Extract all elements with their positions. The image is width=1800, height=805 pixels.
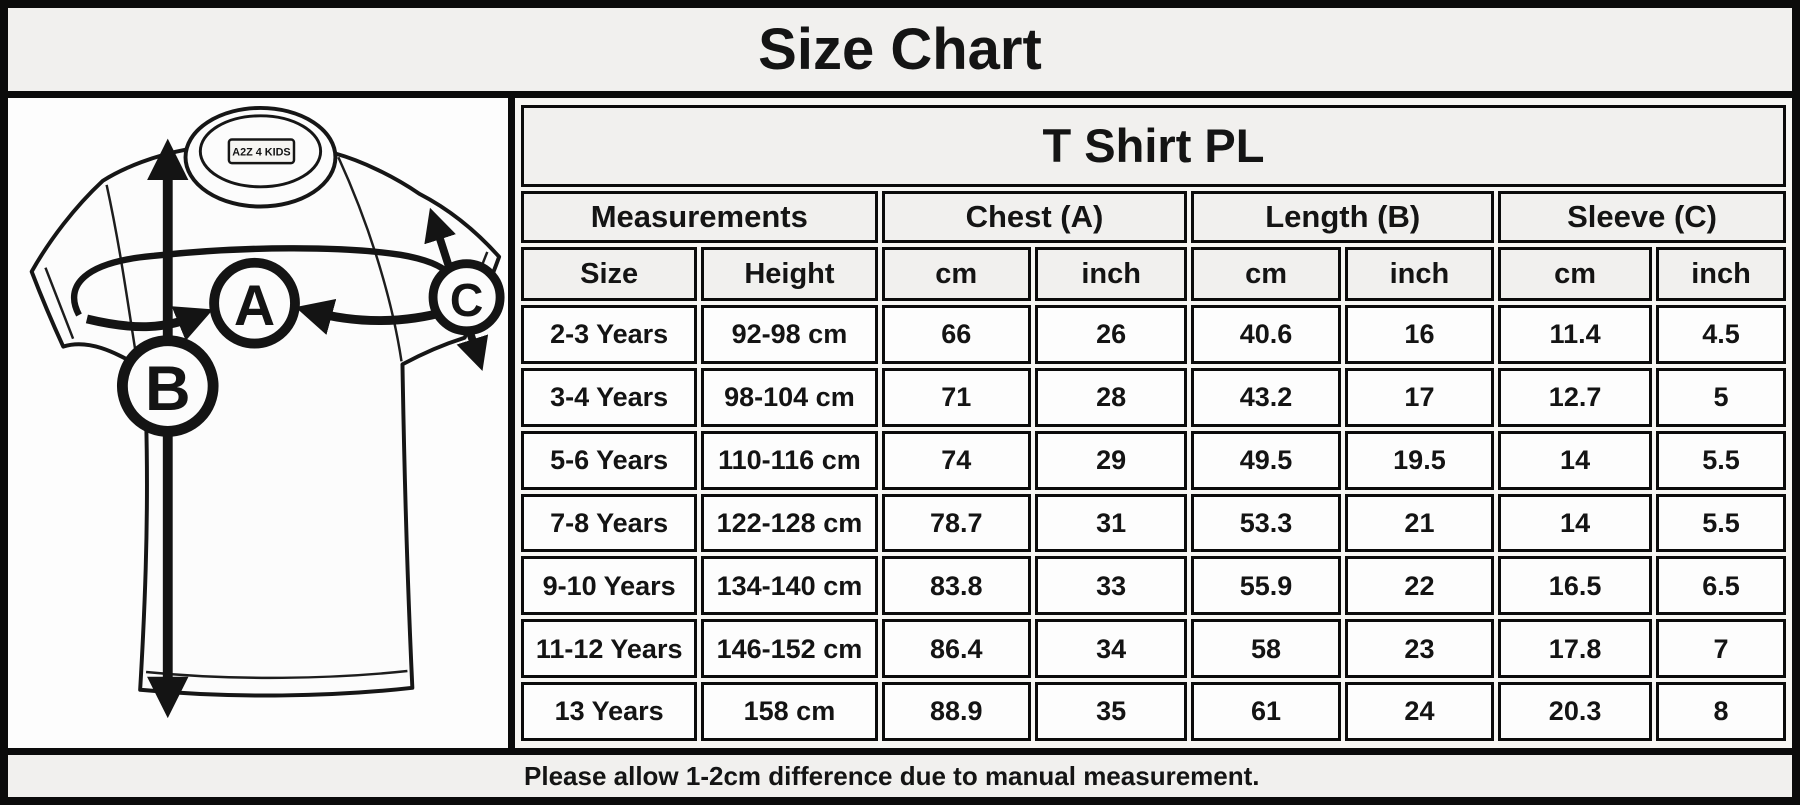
table-cell: 40.6 [1191, 305, 1341, 364]
svg-text:A: A [234, 274, 275, 338]
column-header-size: Size [521, 247, 698, 301]
table-cell: 13 Years [521, 682, 698, 741]
table-cell: 71 [881, 367, 1031, 427]
brand-tag-label: A2Z 4 KIDS [232, 146, 290, 158]
table-cell: 8 [1656, 682, 1786, 741]
column-header-sleeve-inch: inch [1656, 247, 1786, 301]
table-cell: 110-116 cm [701, 430, 878, 490]
table-cell: 3-4 Years [521, 367, 698, 427]
table-cell: 134-140 cm [701, 556, 878, 616]
table-cell: 7 [1656, 619, 1786, 679]
label-sleeve: C [428, 259, 505, 336]
table-cell: 55.9 [1191, 556, 1341, 616]
footer-note: Please allow 1-2cm difference due to man… [524, 760, 1260, 791]
column-header-length-cm: cm [1191, 247, 1341, 301]
group-header-chest: Chest (A) [881, 191, 1188, 243]
brand-tag: A2Z 4 KIDS [227, 138, 296, 165]
table-cell: 4.5 [1656, 305, 1786, 364]
table-cell: 5.5 [1656, 493, 1786, 553]
size-table: T Shirt PL Measurements Chest (A) Length… [521, 105, 1786, 741]
table-cell: 19.5 [1344, 430, 1495, 490]
table-cell: 122-128 cm [701, 493, 878, 553]
column-header-height: Height [701, 247, 878, 301]
tshirt-diagram-panel: A2Z 4 KIDS [8, 98, 515, 748]
table-cell: 35 [1034, 682, 1188, 741]
table-cell: 158 cm [701, 682, 878, 741]
svg-text:C: C [450, 274, 483, 326]
table-cell: 5-6 Years [521, 430, 698, 490]
table-cell: 31 [1034, 493, 1188, 553]
tshirt-outline-icon: A2Z 4 KIDS [29, 105, 502, 698]
table-cell: 2-3 Years [521, 305, 698, 364]
size-table-panel: T Shirt PL Measurements Chest (A) Length… [515, 98, 1792, 748]
table-cell: 33 [1034, 556, 1188, 616]
column-header-length-inch: inch [1344, 247, 1495, 301]
table-cell: 11-12 Years [521, 619, 698, 679]
table-cell: 24 [1344, 682, 1495, 741]
table-cell: 17.8 [1498, 619, 1653, 679]
table-cell: 28 [1034, 367, 1188, 427]
table-cell: 88.9 [881, 682, 1031, 741]
table-cell: 20.3 [1498, 682, 1653, 741]
table-cell: 14 [1498, 493, 1653, 553]
tshirt-diagram: A2Z 4 KIDS [29, 105, 505, 719]
group-header-sleeve: Sleeve (C) [1498, 191, 1786, 243]
table-cell: 74 [881, 430, 1031, 490]
table-cell: 23 [1344, 619, 1495, 679]
content-area: A2Z 4 KIDS [8, 98, 1792, 748]
table-cell: 16 [1344, 305, 1495, 364]
footer-note-band: Please allow 1-2cm difference due to man… [8, 748, 1792, 797]
table-cell: 9-10 Years [521, 556, 698, 616]
table-cell: 86.4 [881, 619, 1031, 679]
table-cell: 5.5 [1656, 430, 1786, 490]
table-cell: 78.7 [881, 493, 1031, 553]
svg-text:B: B [145, 354, 191, 424]
table-cell: 29 [1034, 430, 1188, 490]
table-cell: 98-104 cm [701, 367, 878, 427]
table-cell: 11.4 [1498, 305, 1653, 364]
column-header-sleeve-cm: cm [1498, 247, 1653, 301]
table-cell: 5 [1656, 367, 1786, 427]
table-cell: 22 [1344, 556, 1495, 616]
table-cell: 83.8 [881, 556, 1031, 616]
column-header-chest-cm: cm [881, 247, 1031, 301]
table-title: T Shirt PL [521, 105, 1786, 187]
table-cell: 58 [1191, 619, 1341, 679]
table-cell: 7-8 Years [521, 493, 698, 553]
table-cell: 21 [1344, 493, 1495, 553]
table-cell: 61 [1191, 682, 1341, 741]
table-cell: 14 [1498, 430, 1653, 490]
column-header-chest-inch: inch [1034, 247, 1188, 301]
table-cell: 16.5 [1498, 556, 1653, 616]
table-cell: 49.5 [1191, 430, 1341, 490]
table-cell: 146-152 cm [701, 619, 878, 679]
table-cell: 66 [881, 305, 1031, 364]
table-cell: 34 [1034, 619, 1188, 679]
label-length: B [116, 335, 219, 437]
group-header-length: Length (B) [1191, 191, 1495, 243]
table-cell: 17 [1344, 367, 1495, 427]
label-chest: A [209, 257, 300, 349]
table-cell: 53.3 [1191, 493, 1341, 553]
group-header-measurements: Measurements [521, 191, 878, 243]
table-cell: 92-98 cm [701, 305, 878, 364]
table-cell: 6.5 [1656, 556, 1786, 616]
table-cell: 12.7 [1498, 367, 1653, 427]
page-title: Size Chart [758, 17, 1042, 82]
table-cell: 26 [1034, 305, 1188, 364]
title-band: Size Chart [8, 8, 1792, 98]
table-cell: 43.2 [1191, 367, 1341, 427]
